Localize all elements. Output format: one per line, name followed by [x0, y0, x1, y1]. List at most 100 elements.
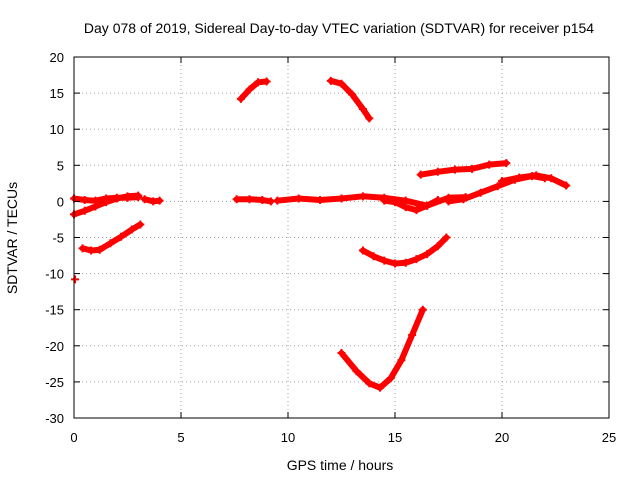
y-tick-label: -10 — [45, 267, 64, 282]
y-axis-title: SDTVAR / TECUs — [4, 182, 20, 294]
data-point — [468, 164, 477, 173]
data-point — [450, 165, 459, 174]
data-point — [515, 173, 524, 182]
data-point — [444, 197, 453, 206]
data-point — [352, 367, 361, 376]
data-point — [423, 201, 432, 210]
x-axis-title: GPS time / hours — [287, 457, 394, 473]
data-point — [433, 195, 442, 204]
data-point — [348, 90, 357, 99]
series-line — [417, 160, 510, 178]
data-point — [258, 195, 267, 204]
series-arc-5 — [71, 275, 80, 284]
x-tick-labels: 0 5 10 15 20 25 — [70, 430, 616, 445]
data-point — [401, 258, 410, 267]
data-point — [412, 206, 421, 215]
data-point — [102, 194, 111, 203]
data-point — [155, 196, 164, 205]
data-point — [502, 159, 511, 168]
series-arc-7 — [232, 195, 275, 206]
data-point — [232, 195, 241, 204]
grid — [74, 57, 609, 418]
data-point — [433, 242, 442, 251]
data-point — [80, 195, 89, 204]
data-point — [71, 275, 80, 284]
data-point — [386, 374, 395, 383]
data-point — [433, 167, 442, 176]
x-tick-label: 25 — [602, 430, 616, 445]
data-point — [416, 170, 425, 179]
y-tick-label: 5 — [57, 158, 64, 173]
data-point — [401, 203, 410, 212]
x-tick-label: 15 — [388, 430, 402, 445]
data-point — [337, 79, 346, 88]
data-point — [485, 160, 494, 169]
axis-ticks — [73, 56, 610, 419]
data-point — [498, 177, 506, 186]
data-point — [245, 85, 254, 94]
data-point — [337, 349, 346, 358]
chart-title: Day 078 of 2019, Sidereal Day-to-day VTE… — [84, 20, 594, 36]
data-point — [391, 198, 399, 207]
data-point — [358, 104, 367, 113]
data-point — [80, 206, 89, 215]
series-arc-3 — [140, 195, 164, 206]
y-tick-label: -25 — [45, 375, 64, 390]
data-point — [358, 246, 367, 255]
data-point — [358, 192, 367, 201]
y-tick-label: -15 — [45, 303, 64, 318]
series-arc-15 — [498, 171, 571, 190]
data-point — [262, 77, 271, 86]
x-tick-label: 20 — [495, 430, 509, 445]
data-point — [412, 255, 421, 264]
data-point — [365, 379, 374, 388]
y-tick-label: 0 — [57, 194, 64, 209]
y-tick-label: 20 — [50, 50, 64, 65]
y-tick-labels: 20 15 10 5 0 -5 -10 -15 -20 -25 -30 — [45, 50, 64, 426]
data-point — [547, 174, 556, 183]
data-point — [423, 250, 432, 259]
data-point — [459, 195, 468, 204]
y-tick-label: 10 — [50, 122, 64, 137]
data-point — [562, 181, 571, 190]
series-layer — [70, 76, 571, 392]
data-point — [376, 383, 385, 392]
data-point — [254, 78, 263, 87]
data-point — [123, 193, 132, 202]
data-point — [476, 188, 485, 197]
data-point — [78, 244, 87, 253]
x-tick-label: 10 — [281, 430, 295, 445]
data-point — [391, 259, 399, 268]
data-point — [369, 252, 378, 261]
data-point — [326, 76, 335, 85]
data-point — [294, 194, 303, 203]
data-point — [95, 245, 104, 254]
series-line — [233, 196, 274, 205]
y-tick-label: 15 — [50, 86, 64, 101]
data-point — [316, 195, 325, 204]
data-point — [106, 239, 115, 248]
data-point — [365, 114, 374, 123]
data-point — [273, 196, 282, 205]
data-point — [236, 94, 245, 103]
series-line — [338, 306, 426, 391]
series-arc-13 — [416, 159, 511, 179]
data-point — [245, 195, 254, 204]
data-point — [337, 194, 346, 203]
x-tick-label: 5 — [177, 430, 184, 445]
series-arc-11 — [358, 233, 451, 268]
series-arc-4 — [78, 220, 145, 255]
data-point — [136, 220, 145, 229]
data-point — [140, 195, 149, 204]
data-point — [117, 232, 126, 241]
x-tick-label: 0 — [70, 430, 77, 445]
data-point — [397, 356, 406, 365]
series-arc-6 — [236, 77, 271, 103]
series-line — [237, 78, 270, 102]
data-point — [408, 330, 417, 339]
series-arc-12 — [380, 195, 442, 215]
series-arc-10 — [337, 305, 427, 392]
y-tick-label: -30 — [45, 411, 64, 426]
data-point — [380, 196, 389, 205]
